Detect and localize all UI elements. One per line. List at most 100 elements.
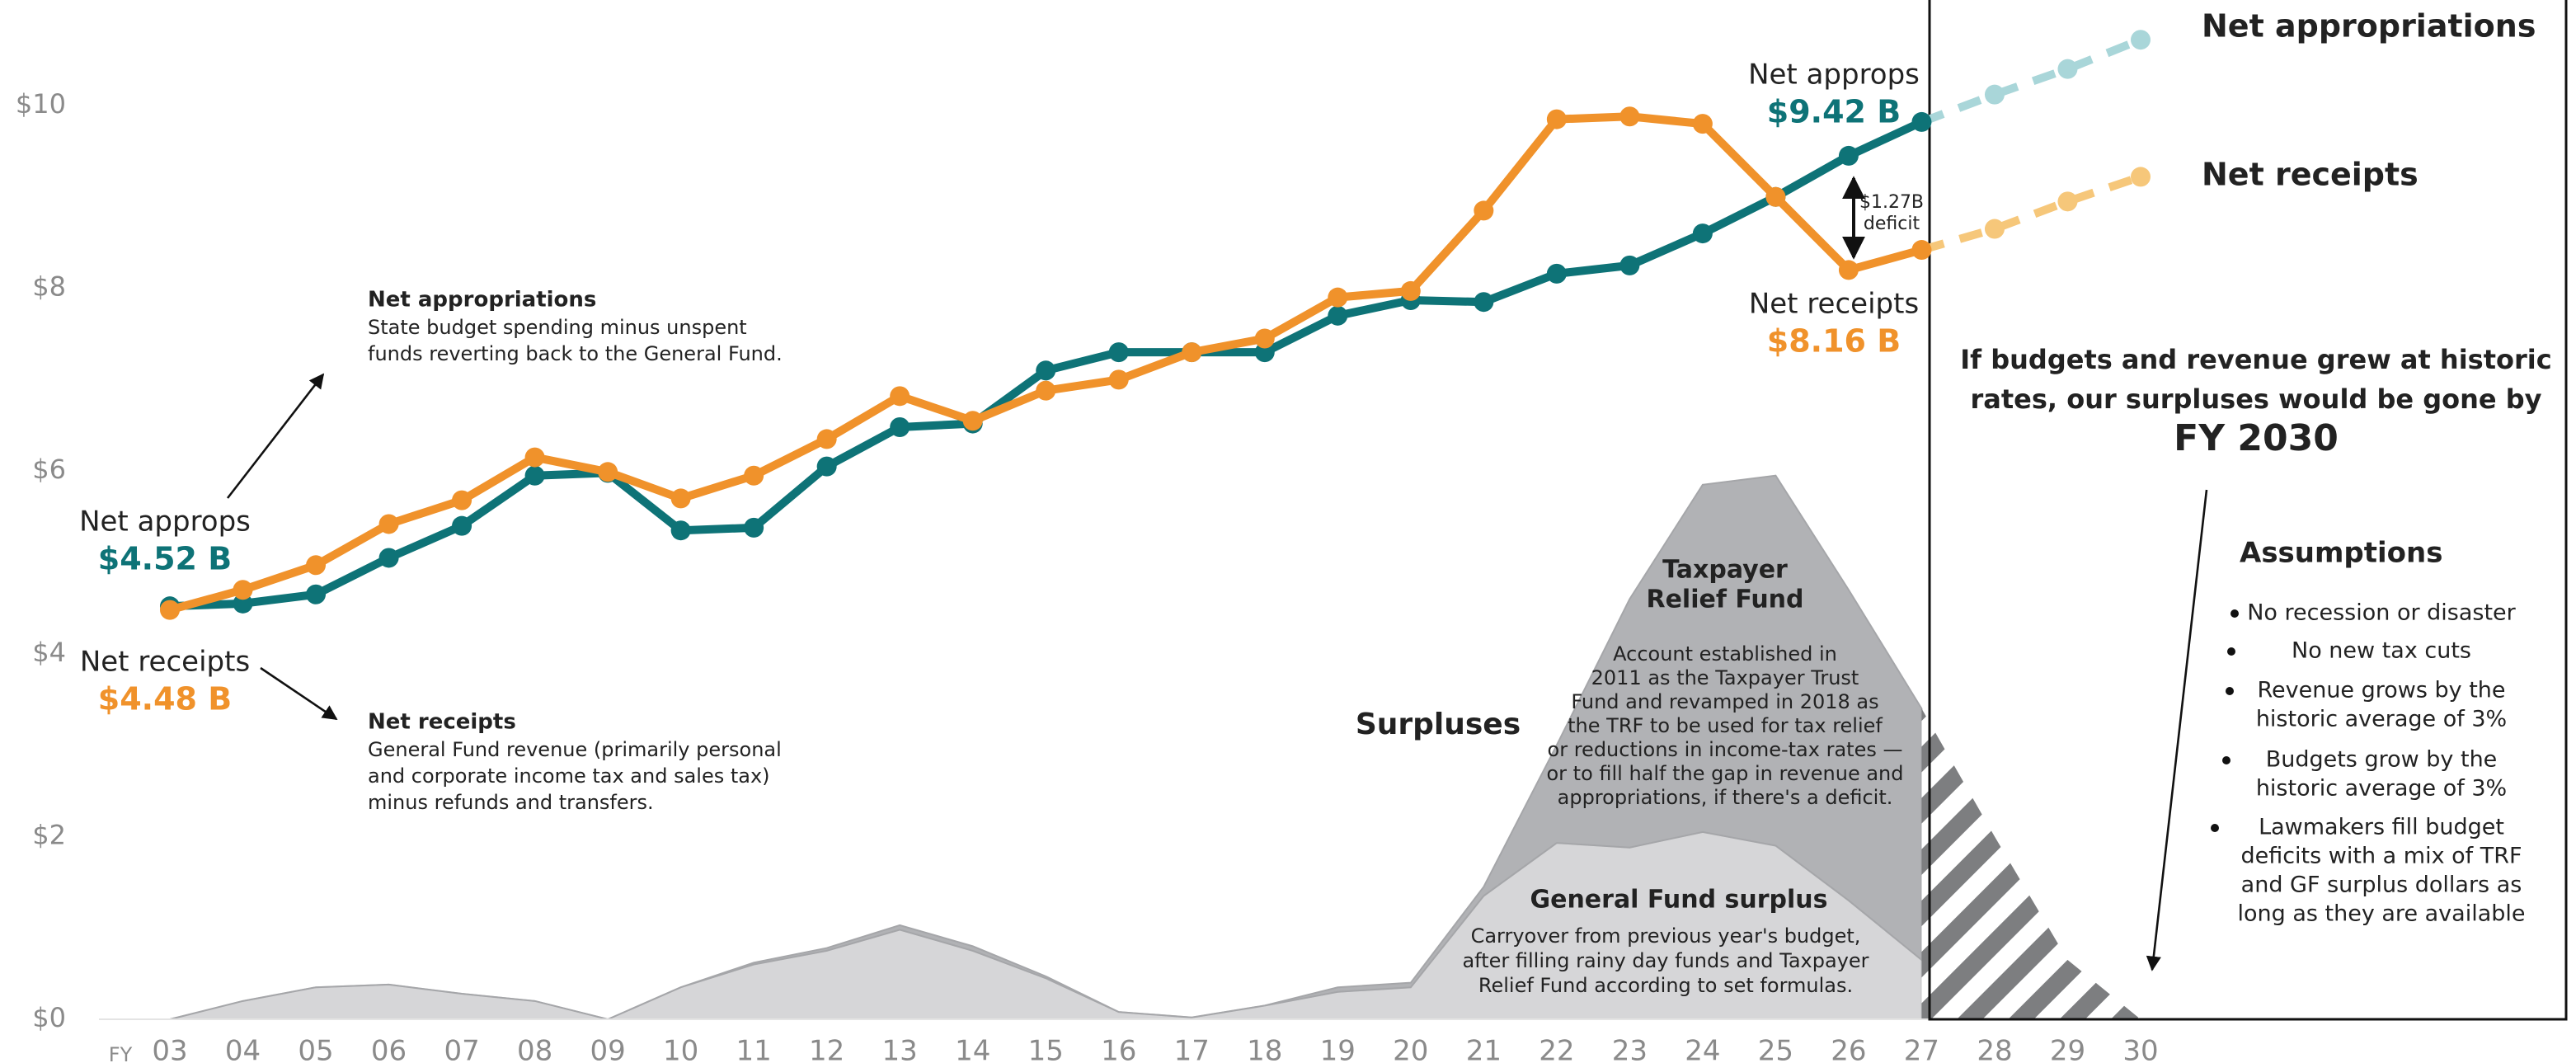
data-point — [1692, 114, 1713, 134]
projection-point — [2057, 59, 2078, 79]
data-point — [1036, 360, 1056, 381]
data-point — [1546, 263, 1567, 284]
projection-point — [2131, 167, 2151, 187]
x-tick-label: 15 — [1028, 1035, 1064, 1063]
annotation: Relief Fund according to set formulas. — [1478, 974, 1853, 997]
bullet — [2222, 756, 2230, 764]
data-point — [1692, 223, 1713, 244]
data-point — [1108, 369, 1129, 390]
y-tick-label: $0 — [32, 1002, 66, 1033]
projected-surplus — [1921, 708, 2141, 1019]
arrow — [2146, 489, 2208, 971]
data-point — [1911, 111, 1932, 132]
annotation: Lawmakers fill budget — [2259, 815, 2504, 840]
annotation: Carryover from previous year's budget, — [1471, 924, 1861, 948]
x-tick-label: 13 — [882, 1035, 918, 1063]
x-tick-label: 03 — [152, 1035, 187, 1063]
x-tick-label: 18 — [1247, 1035, 1282, 1063]
x-axis-label: FY — [109, 1043, 133, 1063]
data-point — [1619, 106, 1640, 127]
annotation: the TRF to be used for tax relief — [1568, 714, 1883, 737]
annotation: $8.16 B — [1767, 323, 1901, 360]
data-point — [233, 593, 253, 614]
projection-point — [1984, 219, 2005, 239]
annotation: $4.52 B — [98, 541, 232, 577]
data-point — [306, 584, 327, 604]
x-tick-label: 16 — [1101, 1035, 1136, 1063]
annotation: No new tax cuts — [2292, 638, 2471, 664]
x-tick-label: 25 — [1758, 1035, 1793, 1063]
data-point — [160, 600, 180, 620]
x-tick-label: 19 — [1320, 1035, 1356, 1063]
data-point — [598, 462, 618, 482]
x-tick-label: 05 — [298, 1035, 333, 1063]
projection-point — [2131, 30, 2151, 50]
x-tick-label: 14 — [955, 1035, 990, 1063]
data-point — [962, 411, 983, 431]
data-point — [378, 514, 399, 534]
annotation: Net approps — [1748, 59, 1920, 92]
bullet — [2230, 609, 2239, 618]
data-point — [1765, 186, 1786, 207]
y-tick-label: $6 — [32, 454, 66, 485]
annotation: or to fill half the gap in revenue and — [1546, 762, 1903, 785]
x-tick-label: 30 — [2122, 1035, 2158, 1063]
data-point — [890, 417, 910, 438]
x-tick-label: 08 — [517, 1035, 552, 1063]
annotation: Assumptions — [2240, 537, 2442, 570]
data-point — [1838, 145, 1859, 166]
data-point — [1911, 240, 1932, 261]
annotation: deficits with a mix of TRF — [2240, 844, 2522, 869]
data-point — [1108, 342, 1129, 363]
x-tick-label: 07 — [444, 1035, 479, 1063]
bullet — [2227, 647, 2235, 656]
data-point — [1474, 200, 1494, 221]
annotation: Net approps — [79, 506, 251, 539]
annotation: Net receipts — [1749, 288, 1919, 321]
x-tick-label: 04 — [225, 1035, 261, 1063]
annotation: No recession or disaster — [2247, 600, 2516, 626]
data-point — [1546, 109, 1567, 129]
data-point — [1838, 260, 1859, 280]
data-point — [1036, 380, 1056, 401]
y-tick-label: $4 — [32, 637, 66, 668]
projection-box — [1928, 0, 2568, 1021]
x-tick-label: 10 — [663, 1035, 698, 1063]
data-point — [890, 386, 910, 407]
data-point — [1328, 305, 1348, 326]
data-point — [524, 465, 545, 486]
data-point — [670, 520, 691, 541]
x-tick-label: 22 — [1539, 1035, 1574, 1063]
x-tick-label: 17 — [1174, 1035, 1210, 1063]
x-tick-label: 09 — [590, 1035, 625, 1063]
annotation: Taxpayer — [1662, 556, 1788, 585]
x-tick-label: 28 — [1977, 1035, 2012, 1063]
projection-line — [1920, 172, 2142, 254]
annotation: and corporate income tax and sales tax) — [368, 764, 770, 788]
annotation: or reductions in income-tax rates — — [1548, 738, 1903, 761]
bullet — [2211, 824, 2219, 832]
data-point — [1474, 292, 1494, 313]
annotation: appropriations, if there's a deficit. — [1558, 786, 1893, 809]
data-point — [1400, 280, 1421, 301]
data-point — [816, 429, 837, 449]
x-tick-label: 24 — [1685, 1035, 1720, 1063]
annotation: General Fund revenue (primarily personal — [368, 738, 782, 761]
annotation: Net receipts — [80, 646, 250, 679]
annotation: historic average of 3% — [2256, 707, 2507, 732]
data-point — [306, 555, 327, 576]
x-tick-label: 11 — [736, 1035, 772, 1063]
y-tick-label: $2 — [32, 819, 66, 850]
data-point — [744, 517, 764, 538]
projection-point — [2057, 191, 2078, 212]
data-point — [1254, 328, 1275, 349]
data-point — [744, 465, 764, 486]
bullet — [2226, 687, 2234, 695]
annotation: General Fund surplus — [1530, 886, 1827, 915]
x-tick-label: 29 — [2050, 1035, 2085, 1063]
data-point — [452, 490, 472, 510]
annotation: deficit — [1864, 214, 1920, 234]
x-tick-label: 21 — [1466, 1035, 1502, 1063]
annotation: $1.27B — [1859, 192, 1924, 213]
